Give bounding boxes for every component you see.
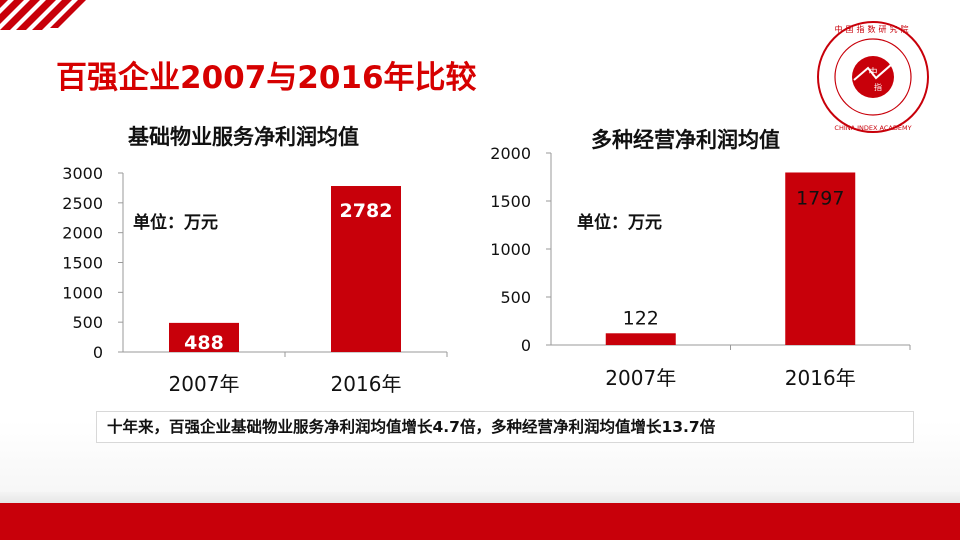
logo-center-char-bottom: 指 xyxy=(874,82,882,92)
bar-2016年 xyxy=(785,172,856,345)
y-tick-label: 3000 xyxy=(62,164,103,183)
data-label: 122 xyxy=(623,307,659,329)
y-tick-label: 2500 xyxy=(62,194,103,213)
logo-top-text: 中国指数研究院 xyxy=(835,24,912,34)
bottom-lip-decoration xyxy=(0,492,960,506)
unit-label: 单位：万元 xyxy=(577,212,662,233)
bottom-band-decoration xyxy=(0,503,960,540)
corner-stripes-decoration xyxy=(0,0,86,30)
y-tick-label: 1000 xyxy=(490,240,531,259)
summary-text: 十年来，百强企业基础物业服务净利润均值增长4.7倍，多种经营净利润均值增长13.… xyxy=(96,411,914,443)
unit-label: 单位：万元 xyxy=(133,212,218,233)
y-tick-label: 1000 xyxy=(62,283,103,302)
x-category-label: 2007年 xyxy=(605,366,676,390)
x-category-label: 2016年 xyxy=(331,372,402,396)
y-tick-label: 500 xyxy=(500,288,531,307)
y-tick-label: 500 xyxy=(72,313,103,332)
bar-2007年 xyxy=(605,333,676,345)
slide-title: 百强企业2007与2016年比较 xyxy=(56,60,477,96)
chart-1-title: 基础物业服务净利润均值 xyxy=(128,125,359,149)
chart-2-title: 多种经营净利润均值 xyxy=(591,128,780,152)
data-label: 488 xyxy=(184,332,224,354)
x-category-label: 2016年 xyxy=(785,366,856,390)
logo-center-char-top: 中 xyxy=(868,66,877,78)
china-index-academy-logo: 中 指 中国指数研究院 CHINA INDEX ACADEMY xyxy=(817,21,929,133)
y-tick-label: 2000 xyxy=(490,144,531,163)
y-tick-label: 0 xyxy=(93,343,103,362)
y-tick-label: 1500 xyxy=(62,254,103,273)
y-tick-label: 0 xyxy=(521,336,531,355)
x-category-label: 2007年 xyxy=(169,372,240,396)
data-label: 2782 xyxy=(340,200,393,222)
y-tick-label: 2000 xyxy=(62,224,103,243)
y-tick-label: 1500 xyxy=(490,192,531,211)
bar-2016年 xyxy=(331,186,401,352)
bar-2007年 xyxy=(169,322,239,352)
data-label: 1797 xyxy=(796,187,844,209)
logo-ring-text: CHINA INDEX ACADEMY xyxy=(834,124,911,132)
